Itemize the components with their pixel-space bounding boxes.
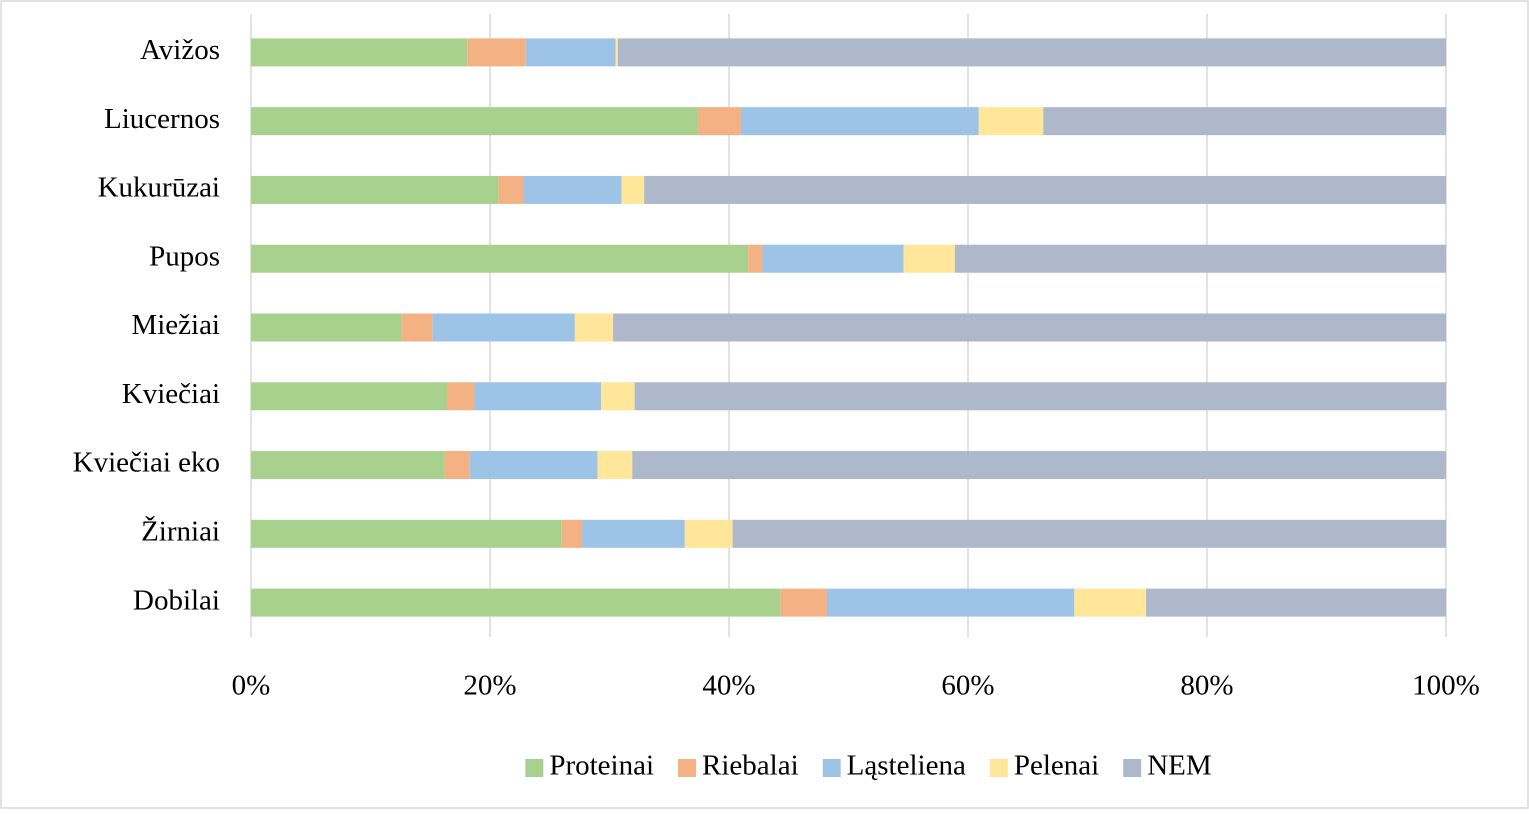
bar-segment: [251, 38, 468, 67]
legend-swatch: [1123, 759, 1142, 777]
bar-segment: [601, 382, 635, 411]
bar-segment: [634, 382, 1446, 411]
bar-segment: [251, 451, 445, 480]
legend-swatch: [822, 759, 841, 777]
bar-segment: [498, 175, 524, 204]
x-tick-label: 20%: [463, 670, 516, 702]
bar-segment: [251, 107, 698, 136]
bar-segment: [474, 382, 602, 411]
bar-segment: [732, 519, 1446, 548]
y-tick-label: Pupos: [149, 240, 220, 272]
bar-segment: [432, 313, 575, 342]
legend-label: Ląsteliena: [847, 750, 966, 782]
x-tick-label: 40%: [702, 670, 755, 702]
bar-segment: [251, 313, 402, 342]
x-tick-label: 100%: [1412, 670, 1480, 702]
bar-segment: [954, 244, 1446, 273]
y-tick-label: Liucernos: [104, 103, 220, 135]
bar-segment: [780, 588, 827, 617]
bar-segment: [574, 313, 614, 342]
bar-segment: [469, 451, 598, 480]
bar-segment: [1043, 107, 1446, 136]
bar-segment: [621, 175, 645, 204]
legend-swatch: [525, 759, 544, 777]
x-tick-label: 60%: [941, 670, 994, 702]
bar-segment: [251, 588, 781, 617]
bar-segment: [444, 451, 470, 480]
bar-segment: [697, 107, 741, 136]
bar-segment: [740, 107, 979, 136]
y-tick-label: Kviečiai: [122, 378, 220, 410]
bar-segment: [826, 588, 1075, 617]
bar-segment: [582, 519, 685, 548]
bar-segment: [748, 244, 763, 273]
bar-segment: [644, 175, 1446, 204]
bar-segment: [251, 244, 749, 273]
bar-segment: [561, 519, 583, 548]
bar-segment: [617, 38, 1446, 67]
y-tick-label: Kukurūzai: [98, 172, 220, 204]
bar-segment: [903, 244, 955, 273]
bar-segment: [446, 382, 475, 411]
bar-segment: [762, 244, 904, 273]
y-tick-label: Kviečiai eko: [73, 447, 220, 479]
legend-label: Pelenai: [1014, 750, 1099, 782]
x-tick-label: 0%: [232, 670, 271, 702]
bar-segment: [251, 382, 447, 411]
bar-segment: [525, 38, 616, 67]
bar-segment: [1074, 588, 1147, 617]
bar-segment: [1146, 588, 1446, 617]
bar-segment: [632, 451, 1446, 480]
y-tick-label: Dobilai: [133, 584, 220, 616]
bar-segment: [613, 313, 1446, 342]
x-tick-label: 80%: [1180, 670, 1233, 702]
legend-label: Riebalai: [702, 750, 799, 782]
bar-segment: [467, 38, 526, 67]
bar-segment: [251, 175, 499, 204]
legend-label: NEM: [1147, 750, 1211, 782]
legend-label: Proteinai: [549, 750, 654, 782]
bar-segment: [401, 313, 433, 342]
bar-segment: [251, 519, 562, 548]
bar-segment: [978, 107, 1044, 136]
bar-segment: [615, 38, 618, 67]
legend-swatch: [678, 759, 697, 777]
bar-segment: [597, 451, 633, 480]
legend-swatch: [989, 759, 1008, 777]
bar-segment: [684, 519, 733, 548]
y-tick-label: Avižos: [140, 34, 220, 66]
y-tick-label: Žirniai: [141, 514, 220, 547]
bar-segment: [523, 175, 622, 204]
y-tick-label: Miežiai: [131, 309, 220, 341]
